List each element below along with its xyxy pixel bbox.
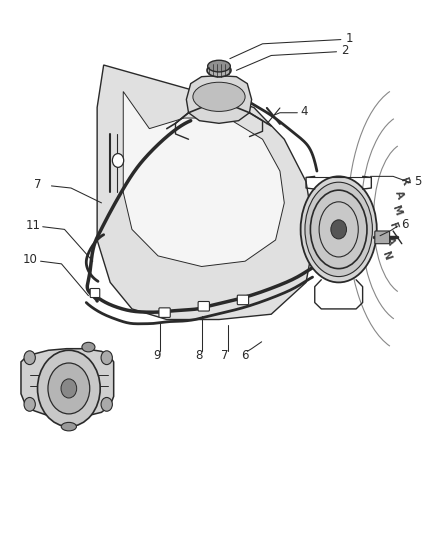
Ellipse shape	[193, 82, 245, 111]
FancyBboxPatch shape	[375, 231, 390, 244]
Text: 10: 10	[23, 253, 38, 266]
Ellipse shape	[305, 182, 372, 277]
Ellipse shape	[300, 176, 377, 282]
Circle shape	[101, 351, 113, 365]
Polygon shape	[97, 65, 315, 319]
Text: 6: 6	[241, 349, 248, 362]
Text: R: R	[398, 176, 410, 187]
Polygon shape	[186, 76, 252, 123]
Polygon shape	[123, 92, 284, 266]
Text: 7: 7	[221, 349, 229, 362]
Text: 5: 5	[414, 175, 421, 188]
Text: A: A	[384, 236, 396, 247]
Text: 4: 4	[301, 105, 308, 118]
Text: 7: 7	[34, 178, 42, 191]
Text: 6: 6	[401, 219, 408, 231]
Ellipse shape	[207, 63, 231, 77]
Polygon shape	[21, 349, 114, 418]
Circle shape	[48, 363, 90, 414]
Circle shape	[24, 351, 35, 365]
Circle shape	[113, 154, 124, 167]
FancyBboxPatch shape	[198, 302, 209, 311]
FancyBboxPatch shape	[90, 288, 100, 297]
FancyBboxPatch shape	[159, 308, 170, 317]
Text: 2: 2	[341, 44, 348, 57]
Circle shape	[331, 220, 346, 239]
Text: 1: 1	[345, 31, 353, 45]
Text: 11: 11	[25, 219, 40, 232]
Text: N: N	[380, 250, 393, 262]
FancyBboxPatch shape	[237, 295, 249, 305]
Ellipse shape	[82, 342, 95, 352]
Text: 8: 8	[195, 349, 202, 362]
Text: F: F	[387, 222, 399, 232]
Circle shape	[24, 398, 35, 411]
Circle shape	[61, 379, 77, 398]
Text: 9: 9	[154, 349, 161, 362]
Circle shape	[38, 350, 100, 426]
Ellipse shape	[61, 422, 77, 431]
Text: M: M	[390, 204, 403, 217]
Circle shape	[101, 398, 113, 411]
Ellipse shape	[208, 60, 230, 72]
Text: A: A	[394, 189, 406, 200]
